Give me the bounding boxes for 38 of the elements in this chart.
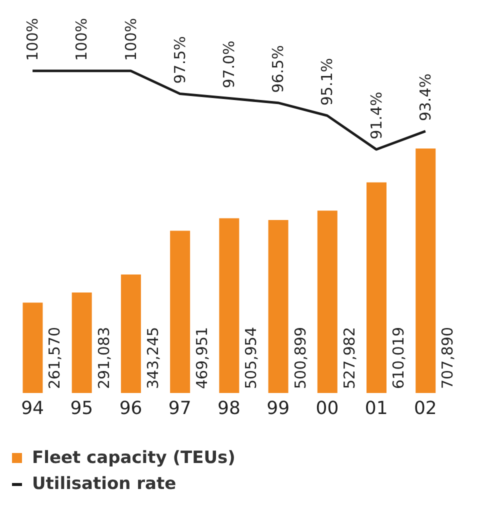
x-tick-label: 94	[21, 398, 44, 419]
data-label: 505,954	[242, 326, 260, 389]
bar	[366, 182, 387, 393]
data-label: 100%	[24, 18, 42, 61]
legend-label: Fleet capacity (TEUs)	[32, 448, 236, 468]
bar	[317, 210, 338, 393]
data-label: 95.1%	[318, 58, 336, 106]
data-label: 96.5%	[269, 45, 288, 93]
x-tick-label: 99	[266, 398, 290, 419]
x-tick-label: 01	[364, 398, 388, 419]
data-label: 469,951	[193, 326, 212, 389]
data-label: 527,982	[340, 326, 358, 389]
data-label: 91.4%	[367, 92, 386, 140]
bar	[219, 218, 240, 393]
legend-label: Utilisation rate	[32, 474, 176, 494]
data-label: 100%	[72, 18, 91, 61]
data-label: 343,245	[144, 326, 162, 389]
data-label: 707,890	[438, 326, 457, 389]
data-label: 291,083	[94, 326, 113, 389]
bar	[268, 220, 288, 393]
x-tick-label: 95	[70, 398, 94, 419]
x-tick-label: 00	[316, 398, 339, 419]
x-tick-label: 98	[218, 398, 240, 419]
bar	[170, 230, 190, 393]
data-label: 261,570	[46, 326, 64, 389]
data-label: 97.5%	[170, 36, 189, 84]
bar	[72, 292, 92, 393]
x-tick-label: 02	[414, 398, 437, 419]
bar	[416, 148, 436, 393]
data-label: 610,019	[390, 326, 408, 389]
x-tick-label: 97	[168, 398, 192, 419]
x-tick-label: 96	[119, 398, 142, 419]
data-label: 93.4%	[416, 74, 434, 122]
bar	[22, 302, 43, 393]
data-label: 500,899	[291, 326, 310, 389]
data-label: 100%	[122, 18, 140, 61]
bar	[120, 274, 141, 393]
data-label: 97.0%	[220, 40, 238, 88]
